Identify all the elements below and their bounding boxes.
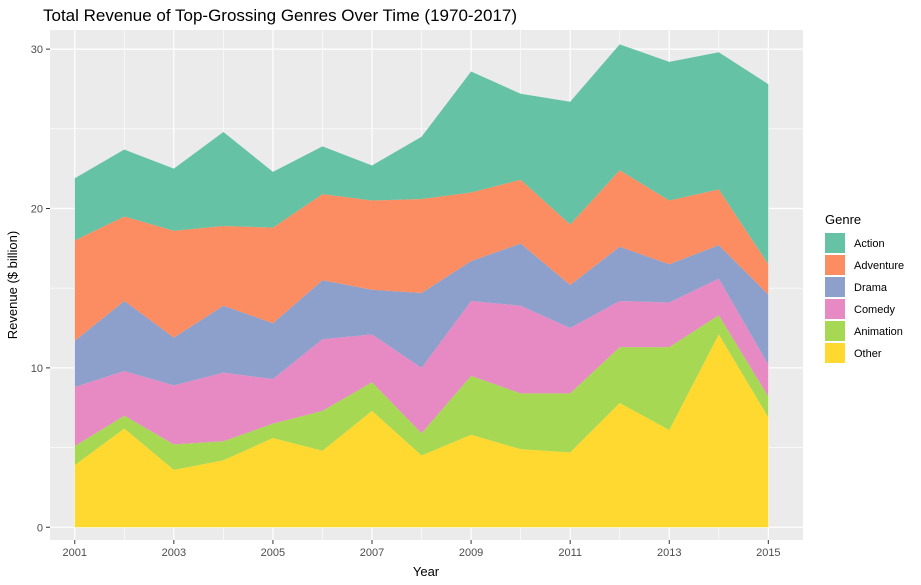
area-action (74, 44, 769, 265)
y-axis-ticks: 0 10 20 30 (31, 44, 50, 534)
area-series (74, 44, 769, 528)
x-tick-label: 2009 (459, 547, 483, 559)
legend-swatch-drama (825, 277, 845, 297)
legend-label-comedy: Comedy (854, 304, 895, 316)
legend-label-action: Action (854, 238, 885, 250)
y-axis-title: Revenue ($ billion) (5, 231, 20, 339)
area-animation (74, 315, 769, 470)
legend-label-adventure: Adventure (854, 260, 904, 272)
x-axis-title: Year (413, 564, 440, 579)
y-tick-label: 10 (31, 363, 43, 375)
y-tick-label: 0 (37, 522, 43, 534)
legend-swatch-comedy (825, 299, 845, 319)
x-tick-label: 2001 (63, 547, 87, 559)
area-other (74, 334, 769, 528)
x-tick-label: 2015 (756, 547, 780, 559)
legend-label-other: Other (854, 348, 882, 360)
chart-title: Total Revenue of Top-Grossing Genres Ove… (43, 6, 517, 25)
area-comedy (74, 278, 769, 446)
legend-label-animation: Animation (854, 326, 903, 338)
legend-swatch-animation (825, 321, 845, 341)
legend-swatch-action (825, 233, 845, 253)
area-adventure (74, 170, 769, 341)
legend-swatch-adventure (825, 255, 845, 275)
legend-items: Action Adventure Drama Comedy Animation Other (825, 233, 904, 363)
legend-label-drama: Drama (854, 282, 888, 294)
x-tick-label: 2013 (657, 547, 681, 559)
x-tick-label: 2011 (558, 547, 582, 559)
x-axis-ticks: 2001 2003 2005 2007 2009 2011 2013 2015 (63, 540, 781, 559)
x-tick-label: 2005 (261, 547, 285, 559)
x-tick-label: 2003 (162, 547, 186, 559)
y-tick-label: 30 (31, 44, 43, 56)
legend-title: Genre (825, 212, 861, 227)
area-drama (74, 243, 769, 387)
legend-swatch-other (825, 343, 845, 363)
legend: Genre Action Adventure Drama Comedy Animatio… (825, 212, 904, 363)
x-tick-label: 2007 (360, 547, 384, 559)
y-tick-label: 20 (31, 204, 43, 216)
